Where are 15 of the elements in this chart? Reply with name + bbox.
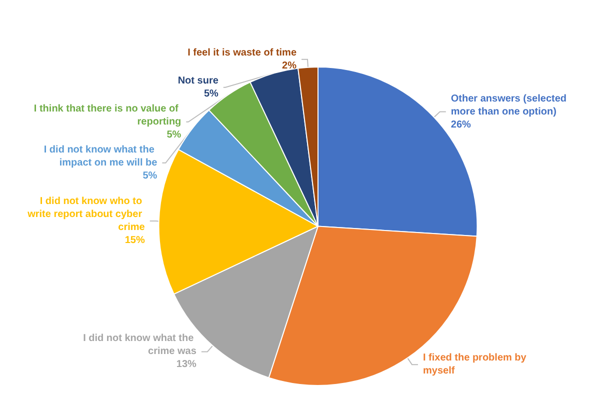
slice-label: I did not know what the impact on me will be [44, 144, 158, 168]
slice-label: I fixed the problem by myself [422, 352, 530, 377]
data-label: 26% [450, 119, 472, 130]
slice-label: I did not know what the crime was [83, 333, 197, 358]
data-label: 5% [166, 129, 182, 140]
slice-label: I feel it is waste of time [188, 47, 297, 58]
slice-label: I think that there is no value of reporting [34, 103, 182, 128]
data-label: 5% [142, 170, 158, 182]
data-label: 13% [176, 359, 197, 370]
data-label: 5% [204, 88, 218, 100]
data-label: 2% [282, 60, 297, 72]
slice-label: Not sure [178, 75, 219, 86]
slice-label: Other answers (selected more than one option) [450, 93, 570, 118]
slice-label: I did not know who to write report about cyber crime [26, 196, 146, 234]
data-label: 15% [124, 235, 145, 246]
